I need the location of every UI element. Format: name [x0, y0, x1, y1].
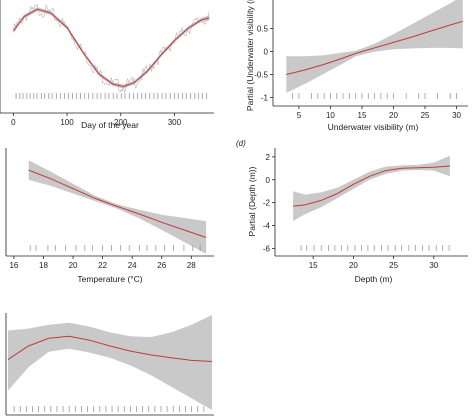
y-axis-label: Partial (Underwater visibility (m [245, 0, 255, 111]
confidence-band [286, 0, 463, 93]
y-tick-label: 0.5 [257, 25, 269, 34]
x-tick-label: 15 [358, 111, 367, 120]
y-tick-label: -2 [263, 199, 271, 208]
x-tick-label: 5 [297, 111, 302, 120]
x-tick-label: 300 [168, 118, 182, 127]
x-axis-label: Temperature (°C) [77, 274, 142, 284]
x-tick-label: 26 [157, 261, 166, 270]
y-tick-label: 0 [264, 48, 269, 57]
x-tick-label: 16 [9, 261, 18, 270]
y-tick-label: -4 [263, 222, 271, 231]
y-tick-label: 2 [266, 153, 271, 162]
y-tick-label: -6 [263, 244, 271, 253]
fitted-smooth-line [12, 8, 210, 88]
x-tick-label: 25 [421, 111, 430, 120]
y-tick-label: -0.5 [254, 71, 268, 80]
panel-top-right: 5 10 15 20 25 30 -1 -0.5 0 0.5 Underwater visibili… [245, 0, 468, 132]
x-tick-label: 0 [11, 118, 16, 127]
confidence-band [13, 7, 210, 89]
x-tick-label: 20 [69, 261, 78, 270]
x-tick-label: 20 [349, 261, 358, 270]
x-tick-label: 30 [452, 111, 461, 120]
panel-label: (d) [236, 139, 246, 148]
raw-observations [13, 3, 210, 93]
x-tick-label: 28 [187, 261, 196, 270]
x-tick-label: 10 [326, 111, 335, 120]
fitted-smooth-line [293, 165, 450, 207]
x-tick-label: 24 [128, 261, 137, 270]
x-tick-label: 15 [309, 261, 318, 270]
confidence-band [28, 160, 207, 254]
x-tick-label: 200 [114, 118, 128, 127]
x-tick-label: 100 [60, 118, 74, 127]
panel-middle-left: 16 18 20 22 24 26 28 Temperature (°C) [5, 148, 214, 284]
x-tick-label: 30 [429, 261, 438, 270]
panel-middle-right: 15 20 25 30 -6 -4 -2 0 2 Depth (m) Partial (Depth … [236, 139, 468, 284]
fitted-smooth-line [28, 169, 207, 238]
x-tick-label: 22 [98, 261, 107, 270]
fitted-smooth-line [7, 335, 213, 362]
confidence-band [8, 315, 212, 410]
x-axis-label: Underwater visibility (m) [328, 122, 419, 132]
x-axis-label: Depth (m) [355, 274, 393, 284]
x-axis-label: Day of the year [81, 120, 139, 130]
y-axis-label: Partial (Depth (m)) [247, 166, 257, 236]
panel-top-left: 0 100 200 300 Day of the year [0, 0, 214, 130]
confidence-band [293, 155, 450, 221]
fitted-smooth-line [286, 20, 463, 75]
y-tick-label: -1 [261, 93, 269, 102]
y-tick-label: 0 [266, 176, 271, 185]
x-tick-label: 20 [389, 111, 398, 120]
x-tick-label: 25 [389, 261, 398, 270]
panel-bottom-left [5, 313, 214, 416]
x-tick-label: 18 [39, 261, 48, 270]
